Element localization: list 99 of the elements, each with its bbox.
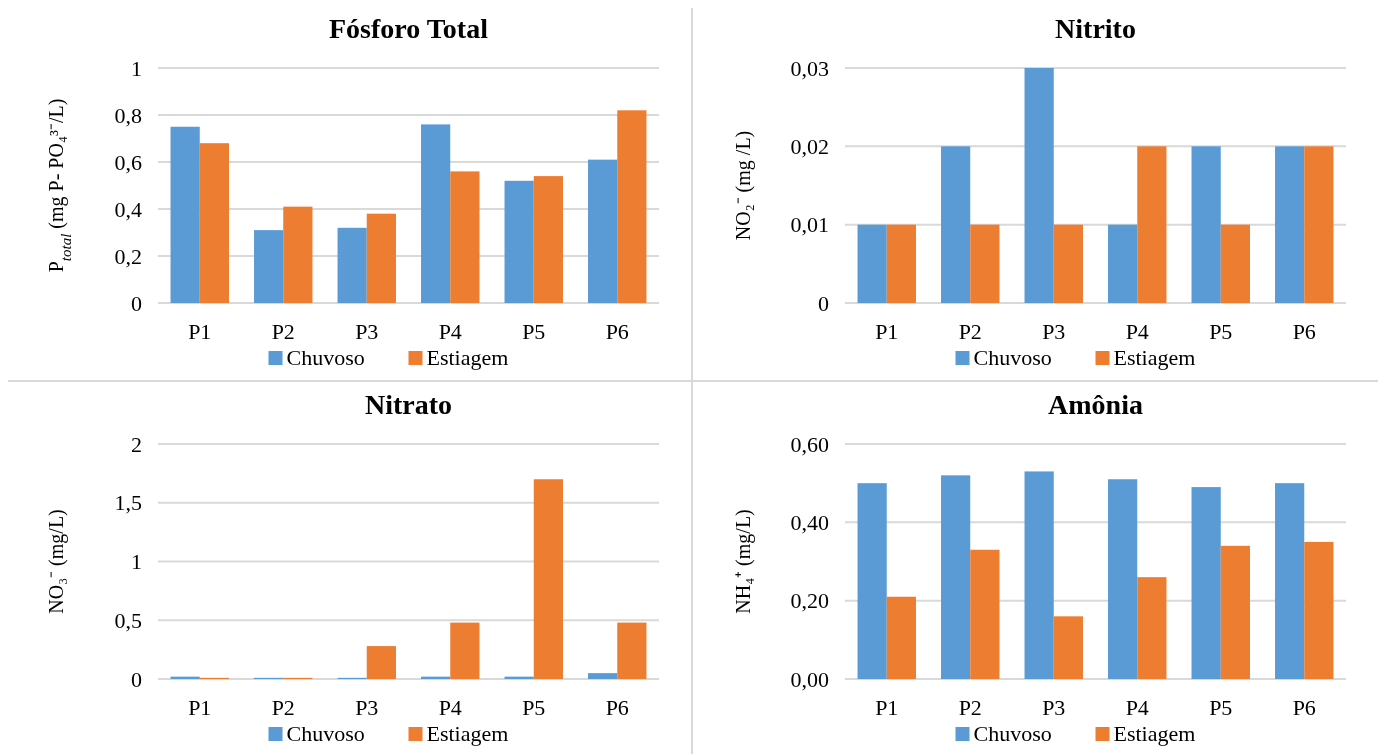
- x-tick-label: P5: [522, 319, 546, 344]
- y-tick-label: 0: [131, 290, 142, 316]
- x-tick-label: P5: [1209, 319, 1233, 344]
- bar: [1137, 146, 1167, 303]
- y-axis-title: NO₃⁻ (mg/L): [45, 509, 68, 614]
- x-tick-label: P1: [875, 319, 899, 344]
- bar: [970, 224, 1000, 303]
- legend-label: Chuvoso: [973, 721, 1052, 746]
- bar: [533, 479, 563, 679]
- bar: [337, 227, 367, 303]
- bar: [533, 176, 563, 303]
- y-tick-label: 0,2: [114, 243, 142, 269]
- bar: [283, 206, 313, 303]
- legend-label: Chuvoso: [973, 345, 1052, 370]
- bar: [1137, 577, 1167, 679]
- x-tick-label: P4: [438, 695, 462, 720]
- y-tick-label: 0,8: [114, 102, 142, 128]
- bar: [617, 622, 647, 679]
- y-tick-label: 1: [131, 55, 142, 81]
- chart-title: Nitrato: [364, 389, 453, 420]
- legend-label: Estiagem: [426, 345, 509, 370]
- y-tick-label: 0,20: [790, 588, 829, 614]
- bar: [366, 213, 396, 303]
- x-tick-label: P4: [438, 319, 462, 344]
- y-tick-label: 0,03: [790, 55, 829, 81]
- x-tick-label: P3: [1042, 319, 1066, 344]
- y-tick-label: 0,40: [790, 510, 829, 536]
- x-tick-label: P6: [605, 695, 629, 720]
- x-tick-label: P1: [875, 695, 899, 720]
- bar: [617, 110, 647, 303]
- x-tick-label: P3: [355, 319, 379, 344]
- bar: [366, 646, 396, 679]
- y-tick-label: 1: [131, 549, 142, 575]
- y-tick-label: 0,00: [790, 666, 829, 692]
- bar: [1024, 471, 1054, 679]
- bar: [254, 230, 284, 303]
- y-tick-label: 0,4: [114, 196, 142, 222]
- bar: [1275, 483, 1305, 679]
- y-tick-label: 1,5: [114, 490, 142, 516]
- x-tick-label: P1: [188, 319, 212, 344]
- bar: [886, 224, 916, 303]
- bar: [199, 143, 229, 303]
- x-tick-label: P3: [355, 695, 379, 720]
- bar: [1024, 68, 1054, 303]
- bar: [1304, 541, 1334, 679]
- bar: [941, 146, 971, 303]
- y-tick-label: 0: [818, 290, 829, 316]
- x-tick-label: P5: [1209, 695, 1233, 720]
- bar: [450, 622, 480, 679]
- bar: [857, 224, 887, 303]
- x-tick-label: P2: [271, 695, 295, 720]
- chart-title: Fósforo Total: [329, 13, 489, 44]
- bar: [421, 124, 451, 303]
- legend-label: Estiagem: [1113, 721, 1196, 746]
- bar: [941, 475, 971, 679]
- x-tick-label: P2: [271, 319, 295, 344]
- bar: [588, 159, 618, 303]
- x-tick-label: P2: [958, 319, 982, 344]
- x-tick-label: P1: [188, 695, 212, 720]
- x-tick-label: P6: [605, 319, 629, 344]
- legend-label: Estiagem: [1113, 345, 1196, 370]
- x-tick-label: P3: [1042, 695, 1066, 720]
- bar: [1053, 224, 1083, 303]
- chart-title: Nitrito: [1055, 13, 1136, 44]
- y-tick-label: 0,01: [790, 212, 829, 238]
- x-tick-label: P6: [1292, 319, 1316, 344]
- y-tick-label: 0: [131, 666, 142, 692]
- bar: [1108, 479, 1138, 679]
- x-tick-label: P4: [1125, 319, 1149, 344]
- x-tick-label: P6: [1292, 695, 1316, 720]
- bar: [1053, 616, 1083, 679]
- y-tick-label: 0,02: [790, 134, 829, 160]
- bar: [170, 126, 200, 303]
- y-tick-label: 0,5: [114, 607, 142, 633]
- bar: [1275, 146, 1305, 303]
- bar: [504, 180, 534, 303]
- y-tick-label: 0,60: [790, 431, 829, 457]
- legend-label: Chuvoso: [286, 345, 365, 370]
- bar: [857, 483, 887, 679]
- bar: [1304, 146, 1334, 303]
- legend-label: Estiagem: [426, 721, 509, 746]
- x-tick-label: P4: [1125, 695, 1149, 720]
- bar: [886, 596, 916, 679]
- bar: [588, 673, 618, 679]
- bar: [450, 171, 480, 303]
- legend-label: Chuvoso: [286, 721, 365, 746]
- bar: [1191, 487, 1221, 679]
- y-axis-title: NH₄⁺ (mg/L): [732, 509, 755, 614]
- chart-title: Amônia: [1048, 389, 1143, 420]
- bar: [1191, 146, 1221, 303]
- y-axis-title: NO₂⁻ (mg /L): [732, 130, 755, 241]
- x-tick-label: P5: [522, 695, 546, 720]
- bar: [1220, 224, 1250, 303]
- bar: [1220, 545, 1250, 679]
- bar: [1108, 224, 1138, 303]
- y-tick-label: 2: [131, 431, 142, 457]
- x-tick-label: P2: [958, 695, 982, 720]
- bar: [970, 549, 1000, 679]
- y-tick-label: 0,6: [114, 149, 142, 175]
